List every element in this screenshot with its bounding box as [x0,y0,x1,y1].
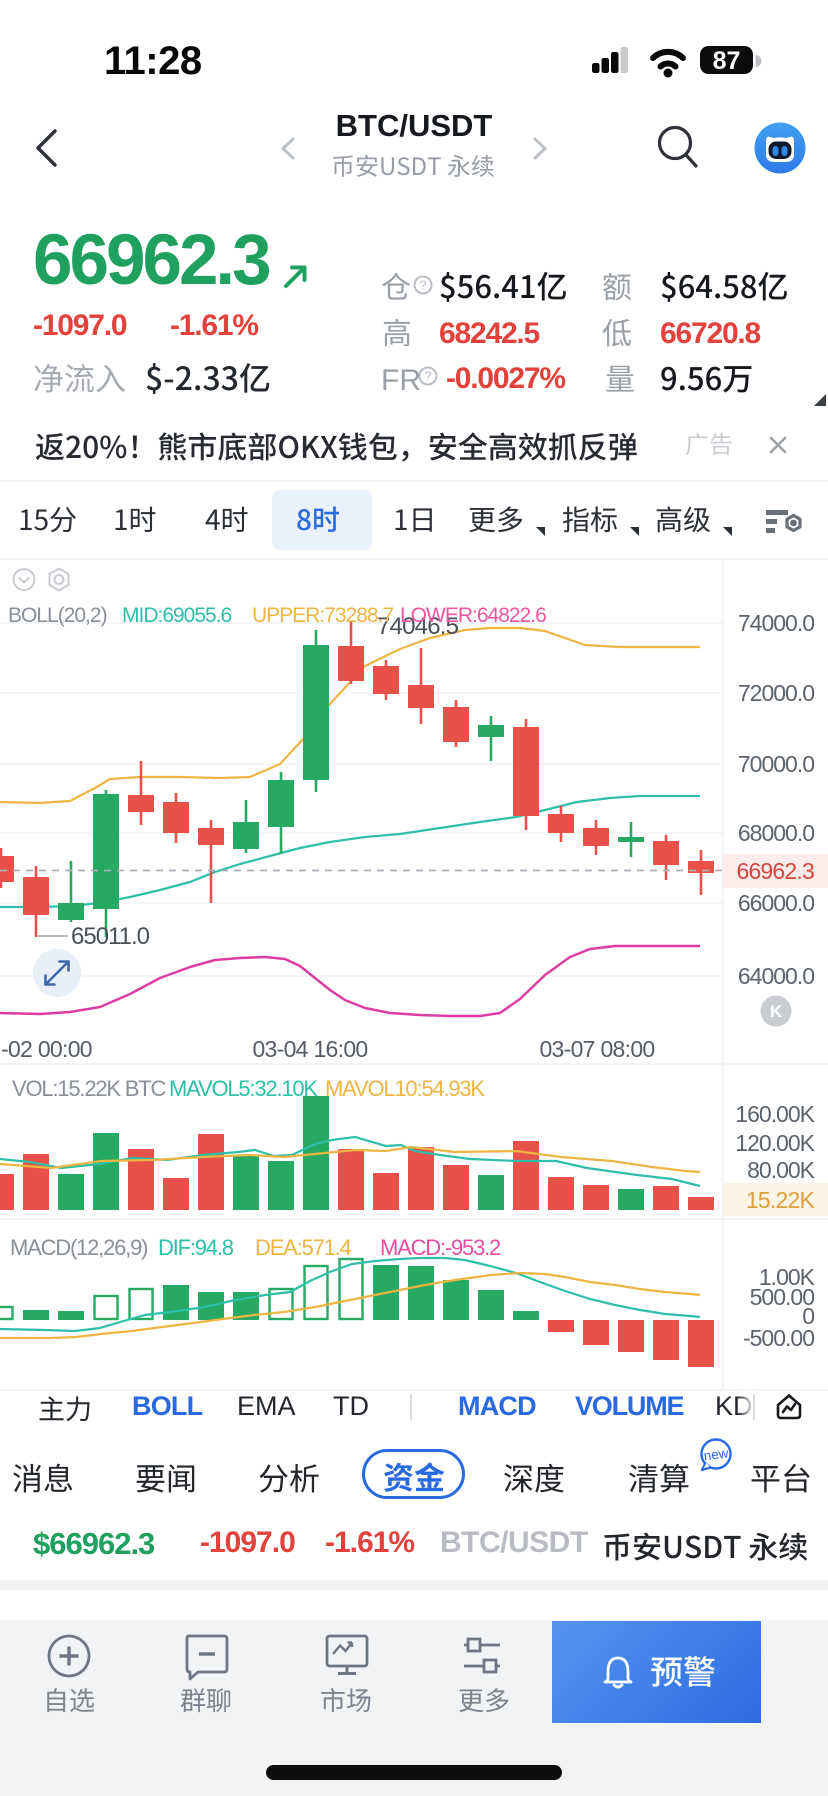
svg-text:66962.3: 66962.3 [736,858,814,884]
svg-text:UPPER:73288.7: UPPER:73288.7 [252,604,393,627]
svg-text:VOL:15.22K BTC: VOL:15.22K BTC [12,1076,166,1101]
svg-text:?: ? [419,278,426,293]
svg-text:74000.0: 74000.0 [738,610,814,636]
svg-text:MAVOL10:54.93K: MAVOL10:54.93K [325,1076,485,1101]
svg-text:0: 0 [802,1303,814,1329]
svg-text:87: 87 [713,47,741,75]
svg-text:03-04 16:00: 03-04 16:00 [252,1036,367,1062]
svg-text:160.00K: 160.00K [735,1101,815,1127]
svg-text:?: ? [424,369,431,384]
svg-text:70000.0: 70000.0 [738,751,814,777]
svg-text:-02 00:00: -02 00:00 [1,1036,92,1062]
svg-text:-500.00: -500.00 [743,1325,814,1351]
svg-text:MID:69055.6: MID:69055.6 [122,604,232,627]
svg-text:new: new [703,1445,730,1463]
svg-text:LOWER:64822.6: LOWER:64822.6 [400,604,546,627]
svg-text:DEA:571.4: DEA:571.4 [255,1235,352,1260]
svg-text:500.00: 500.00 [750,1284,815,1310]
svg-text:MACD(12,26,9): MACD(12,26,9) [10,1235,147,1260]
svg-text:66000.0: 66000.0 [738,890,814,916]
svg-text:MACD:-953.2: MACD:-953.2 [380,1235,501,1260]
svg-text:68000.0: 68000.0 [738,820,814,846]
svg-text:120.00K: 120.00K [735,1130,815,1156]
svg-text:65011.0: 65011.0 [71,923,150,950]
svg-text:72000.0: 72000.0 [738,680,814,706]
svg-text:64000.0: 64000.0 [738,963,814,989]
svg-text:15.22K: 15.22K [746,1187,816,1213]
svg-text:MAVOL5:32.10K: MAVOL5:32.10K [169,1076,318,1101]
svg-text:BOLL(20,2): BOLL(20,2) [8,604,107,627]
svg-text:K: K [770,1002,783,1021]
svg-text:74046.5: 74046.5 [377,613,459,640]
svg-text:03-07 08:00: 03-07 08:00 [539,1036,654,1062]
svg-text:1.00K: 1.00K [759,1264,816,1290]
svg-text:DIF:94.8: DIF:94.8 [158,1235,234,1260]
svg-text:80.00K: 80.00K [747,1157,816,1183]
